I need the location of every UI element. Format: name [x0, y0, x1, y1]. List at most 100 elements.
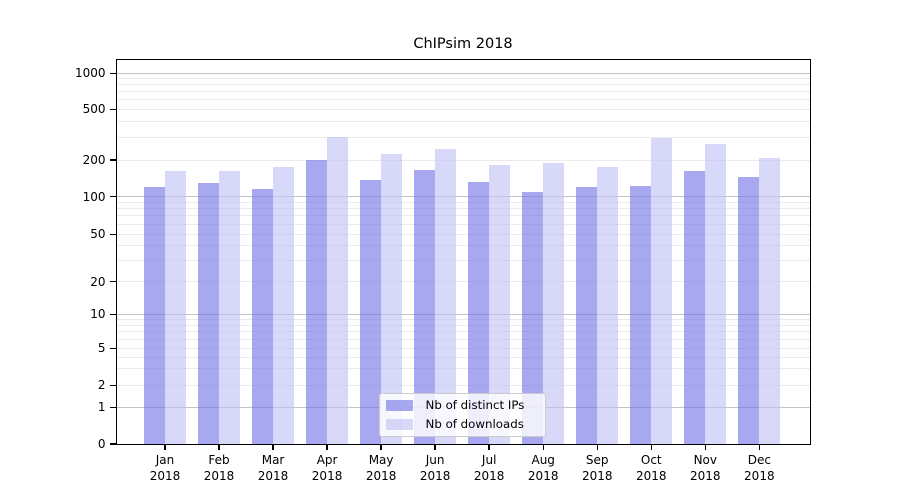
x-tick-mark	[380, 445, 382, 450]
x-tick-year: 2018	[744, 469, 775, 483]
y-tick-label: 0	[97, 437, 106, 451]
bar-ips-jul	[468, 182, 490, 445]
x-tick-label: Jan 2018	[133, 452, 197, 484]
y-tick-label: 200	[82, 153, 106, 167]
x-tick-mark	[488, 445, 490, 450]
y-tick-label: 1	[97, 400, 106, 415]
bar-downloads-dec	[759, 158, 781, 445]
minor-gridline	[115, 245, 811, 247]
bar-ips-oct	[630, 185, 652, 445]
y-tick-mark	[109, 280, 116, 283]
y-tick-label: 5	[97, 341, 106, 356]
x-tick-mark	[164, 445, 166, 450]
x-tick-month: Aug	[531, 453, 555, 467]
minor-gridline	[115, 338, 811, 340]
minor-gridline	[115, 260, 811, 262]
x-tick-mark	[758, 445, 761, 450]
x-tick-month: Jul	[481, 453, 497, 467]
x-tick-label: Aug 2018	[511, 452, 575, 484]
legend-item-ips: Nb of distinct IPs	[385, 396, 539, 415]
minor-gridline	[115, 108, 811, 110]
y-tick-mark	[109, 443, 116, 445]
major-gridline	[115, 196, 811, 198]
y-tick-mark	[109, 406, 116, 408]
x-tick-year: 2018	[203, 469, 235, 483]
minor-gridline	[115, 223, 811, 225]
bar-ips-feb	[198, 182, 220, 445]
x-tick-year: 2018	[419, 469, 451, 483]
minor-gridline	[115, 121, 811, 123]
minor-gridline	[115, 215, 811, 217]
x-tick-label: Oct 2018	[619, 452, 683, 484]
bar-ips-may	[360, 179, 382, 445]
bar-downloads-jan	[165, 170, 186, 445]
y-tick-mark	[109, 233, 116, 235]
x-tick-label: Sep 2018	[565, 452, 629, 484]
x-tick-mark	[704, 445, 706, 450]
x-tick-label: Jun 2018	[403, 452, 467, 484]
legend-swatch-downloads	[385, 418, 413, 430]
x-tick-mark	[596, 445, 598, 450]
bar-ips-jun	[414, 170, 436, 445]
y-tick-label: 2	[97, 378, 106, 393]
y-tick-mark	[109, 384, 116, 386]
bar-downloads-may	[381, 153, 403, 445]
bar-ips-jan	[144, 187, 165, 445]
bar-ips-nov	[684, 170, 706, 445]
minor-gridline	[115, 159, 811, 161]
y-tick-mark	[109, 313, 116, 315]
minor-gridline	[115, 384, 811, 386]
minor-gridline	[115, 356, 811, 358]
x-tick-mark	[542, 445, 544, 450]
bar-downloads-feb	[219, 170, 241, 445]
minor-gridline	[115, 233, 811, 235]
minor-gridline	[115, 84, 811, 86]
minor-gridline	[115, 208, 811, 210]
y-tick-mark	[109, 108, 116, 110]
bar-downloads-oct	[651, 138, 673, 445]
minor-gridline	[115, 91, 811, 93]
minor-gridline	[115, 324, 811, 326]
x-tick-year: 2018	[149, 469, 181, 483]
x-tick-mark	[326, 445, 328, 450]
legend-label-ips: Nb of distinct IPs	[425, 398, 525, 412]
minor-gridline	[115, 137, 811, 139]
x-tick-mark	[434, 445, 436, 450]
x-tick-month: Nov	[693, 453, 717, 467]
minor-gridline	[115, 368, 811, 370]
bar-downloads-sep	[597, 167, 619, 445]
x-tick-label: Mar 2018	[241, 452, 305, 484]
x-tick-year: 2018	[311, 469, 343, 483]
legend-item-downloads: Nb of downloads	[385, 415, 539, 434]
y-tick-label: 500	[82, 102, 106, 117]
minor-gridline	[115, 281, 811, 282]
x-tick-label: May 2018	[349, 452, 413, 484]
y-tick-label: 100	[82, 189, 106, 204]
bar-downloads-apr	[327, 137, 349, 445]
y-tick-mark	[109, 159, 116, 161]
x-tick-month: Dec	[747, 453, 771, 467]
x-tick-month: Jun	[425, 453, 445, 467]
chart-title: ChIPsim 2018	[413, 36, 513, 52]
x-tick-month: Sep	[585, 453, 609, 467]
x-tick-mark	[650, 445, 652, 450]
x-tick-year: 2018	[473, 469, 505, 483]
x-tick-month: Apr	[316, 453, 338, 467]
x-tick-label: Jul 2018	[457, 452, 521, 484]
bar-ips-mar	[252, 189, 274, 445]
x-tick-year: 2018	[690, 469, 721, 483]
bar-downloads-jun	[435, 148, 457, 445]
x-tick-mark	[272, 445, 274, 450]
y-tick-label: 10	[90, 307, 106, 322]
y-tick-mark	[109, 72, 116, 74]
minor-gridline	[115, 201, 811, 203]
legend: Nb of distinct IPs Nb of downloads	[378, 392, 546, 437]
y-tick-label: 50	[90, 227, 106, 242]
bar-downloads-nov	[705, 144, 727, 445]
legend-swatch-ips	[385, 399, 413, 411]
x-tick-label: Apr 2018	[295, 452, 359, 484]
x-tick-month: Oct	[640, 453, 662, 467]
x-tick-label: Dec 2018	[727, 452, 791, 484]
x-tick-month: Mar	[261, 453, 285, 467]
